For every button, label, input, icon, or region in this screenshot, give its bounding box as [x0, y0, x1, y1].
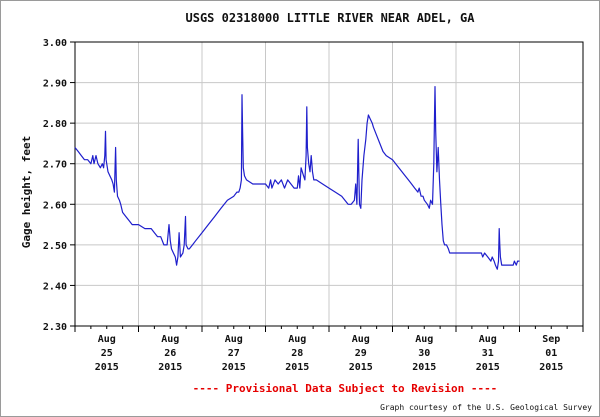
x-tick-label-month: Aug: [98, 334, 116, 345]
y-tick-label: 2.70: [43, 160, 67, 171]
x-tick-label-day: 26: [164, 348, 176, 359]
y-tick-label: 2.80: [43, 119, 67, 130]
x-tick-label-year: 2015: [158, 362, 182, 373]
chart-title: USGS 02318000 LITTLE RIVER NEAR ADEL, GA: [186, 11, 476, 25]
y-tick-label: 2.50: [43, 241, 67, 252]
x-tick-label-month: Aug: [161, 334, 179, 345]
y-axis: 3.00 2.90 2.80 2.70 2.60 2.50 2.40 2.30: [43, 38, 75, 333]
y-tick-label: 3.00: [43, 38, 67, 49]
x-tick-label-month: Aug: [479, 334, 497, 345]
x-tick-label-day: 31: [482, 348, 494, 359]
series-lines: [74, 86, 520, 270]
x-tick-label-month: Aug: [225, 334, 243, 345]
series-line: [74, 86, 520, 270]
credit-text: Graph courtesy of the U.S. Geological Su…: [380, 403, 592, 412]
x-tick-label-year: 2015: [95, 362, 119, 373]
y-axis-label: Gage height, feet: [20, 136, 33, 249]
x-tick-label-day: 25: [101, 348, 113, 359]
x-tick-label-year: 2015: [412, 362, 436, 373]
y-tick-label: 2.90: [43, 79, 67, 90]
x-tick-label-month: Aug: [415, 334, 433, 345]
x-tick-label-year: 2015: [476, 362, 500, 373]
x-tick-label-day: 29: [355, 348, 367, 359]
grid: [75, 41, 583, 327]
x-tick-label-year: 2015: [285, 362, 309, 373]
x-tick-label-day: 27: [228, 348, 240, 359]
x-tick-label-month: Sep: [542, 334, 560, 345]
x-tick-label-month: Aug: [288, 334, 306, 345]
y-tick-label: 2.60: [43, 200, 67, 211]
y-tick-label: 2.30: [43, 322, 67, 333]
x-tick-label-year: 2015: [349, 362, 373, 373]
y-tick-label: 2.40: [43, 281, 67, 292]
x-tick-label-day: 01: [545, 348, 557, 359]
x-tick-label-day: 30: [418, 348, 430, 359]
x-tick-label-year: 2015: [222, 362, 246, 373]
x-axis: Aug 25 2015 Aug 26 2015 Aug 27 2015 Aug 28 2015 Aug 2…: [74, 326, 584, 373]
provisional-note: ---- Provisional Data Subject to Revisio…: [193, 382, 498, 395]
x-tick-label-year: 2015: [539, 362, 563, 373]
x-tick-label-day: 28: [291, 348, 303, 359]
x-tick-label-month: Aug: [352, 334, 370, 345]
